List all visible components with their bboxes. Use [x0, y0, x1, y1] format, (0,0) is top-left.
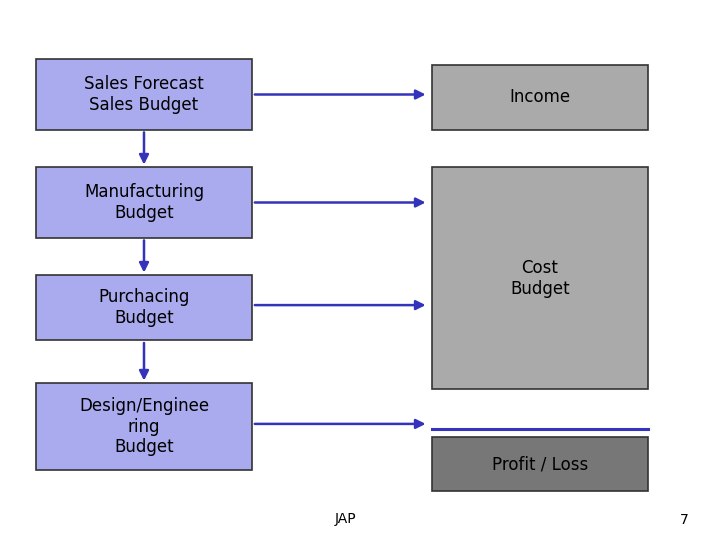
Text: JAP: JAP: [335, 512, 356, 526]
Text: Income: Income: [510, 88, 570, 106]
Text: Manufacturing
Budget: Manufacturing Budget: [84, 183, 204, 222]
FancyBboxPatch shape: [36, 383, 252, 470]
Text: Purchacing
Budget: Purchacing Budget: [99, 288, 189, 327]
Text: Design/Enginee
ring
Budget: Design/Enginee ring Budget: [79, 397, 209, 456]
Text: Sales Forecast
Sales Budget: Sales Forecast Sales Budget: [84, 75, 204, 114]
FancyBboxPatch shape: [432, 65, 648, 130]
FancyBboxPatch shape: [432, 167, 648, 389]
FancyBboxPatch shape: [432, 437, 648, 491]
FancyBboxPatch shape: [36, 59, 252, 130]
FancyBboxPatch shape: [36, 167, 252, 238]
Text: Cost
Budget: Cost Budget: [510, 259, 570, 298]
Text: Profit / Loss: Profit / Loss: [492, 455, 588, 474]
FancyBboxPatch shape: [36, 275, 252, 340]
Text: 7: 7: [680, 512, 688, 526]
